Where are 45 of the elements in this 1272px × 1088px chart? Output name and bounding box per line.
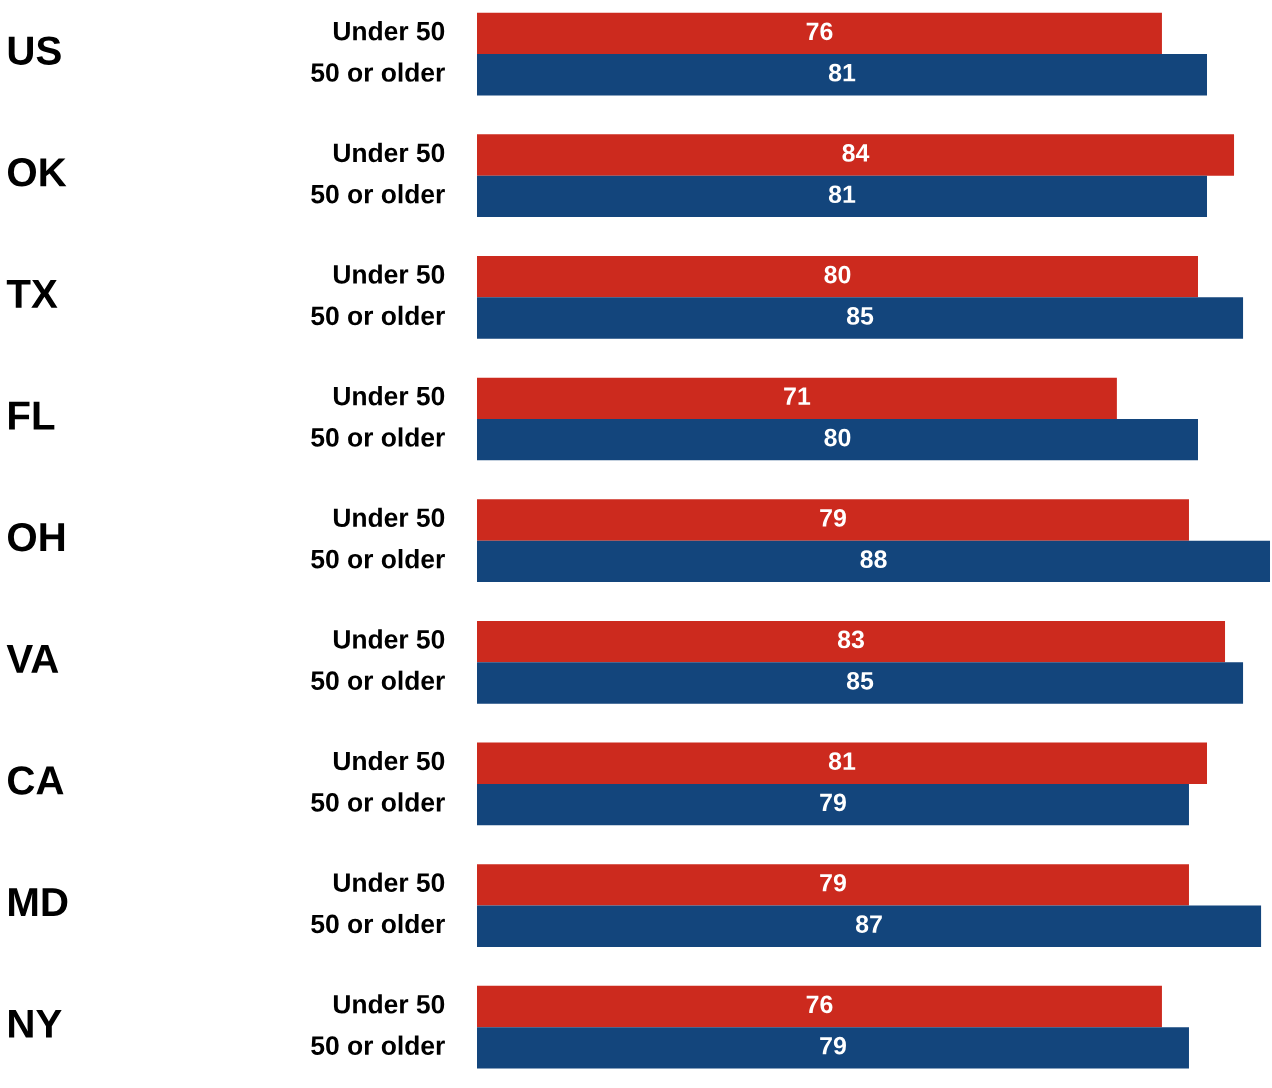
data-label: 79: [820, 873, 846, 892]
data-label: 79: [820, 793, 846, 812]
data-label: 85: [846, 307, 874, 325]
y-tick-label: OK: [8, 158, 67, 187]
text: 50 or older: [311, 913, 445, 934]
text: Under 50: [333, 142, 445, 163]
text: 50 or older: [311, 184, 445, 204]
text: 50 or older: [311, 1035, 445, 1055]
text: Under 50: [333, 386, 445, 406]
y-tick-label: OH: [8, 522, 65, 552]
data-label: 81: [828, 185, 856, 204]
text: Under 50: [333, 264, 445, 284]
data-label: 81: [828, 752, 856, 770]
series-label: 50 or older: [311, 62, 445, 82]
y-tick-label: VA: [6, 644, 59, 673]
text: Under 50: [333, 507, 445, 528]
series-label: Under 50: [333, 21, 445, 41]
y-tick-label: CA: [8, 766, 64, 795]
data-label: 79: [820, 508, 846, 527]
text: 50 or older: [311, 792, 445, 812]
text: Under 50: [333, 750, 445, 771]
data-label: 81: [828, 63, 856, 82]
y-tick-label: FL: [9, 401, 55, 430]
y-tick-label: TX: [6, 280, 58, 308]
data-label: 79: [820, 1036, 846, 1055]
data-label: 84: [842, 144, 870, 162]
data-label: 83: [837, 630, 865, 649]
y-tick-label: NY: [9, 1009, 62, 1038]
text: 50 or older: [311, 670, 445, 691]
text: Under 50: [333, 629, 445, 649]
text: Under 50: [333, 872, 445, 892]
data-label: 76: [806, 22, 833, 41]
y-tick-label: MD: [9, 888, 68, 916]
text: Under 50: [333, 994, 445, 1014]
data-label: 88: [860, 550, 887, 569]
data-label: 76: [806, 995, 833, 1014]
text: 50 or older: [311, 549, 445, 569]
data-label: 85: [846, 671, 874, 690]
data-label: 80: [824, 265, 851, 284]
text: 50 or older: [311, 305, 445, 326]
y-tick-label: US: [8, 36, 61, 65]
data-label: 87: [855, 915, 882, 933]
data-label: 71: [784, 387, 811, 405]
text: 50 or older: [311, 427, 445, 447]
data-label: 80: [824, 428, 851, 447]
